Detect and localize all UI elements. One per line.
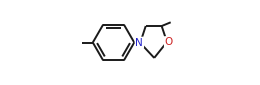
Text: N: N: [135, 37, 143, 48]
Text: O: O: [165, 37, 173, 47]
